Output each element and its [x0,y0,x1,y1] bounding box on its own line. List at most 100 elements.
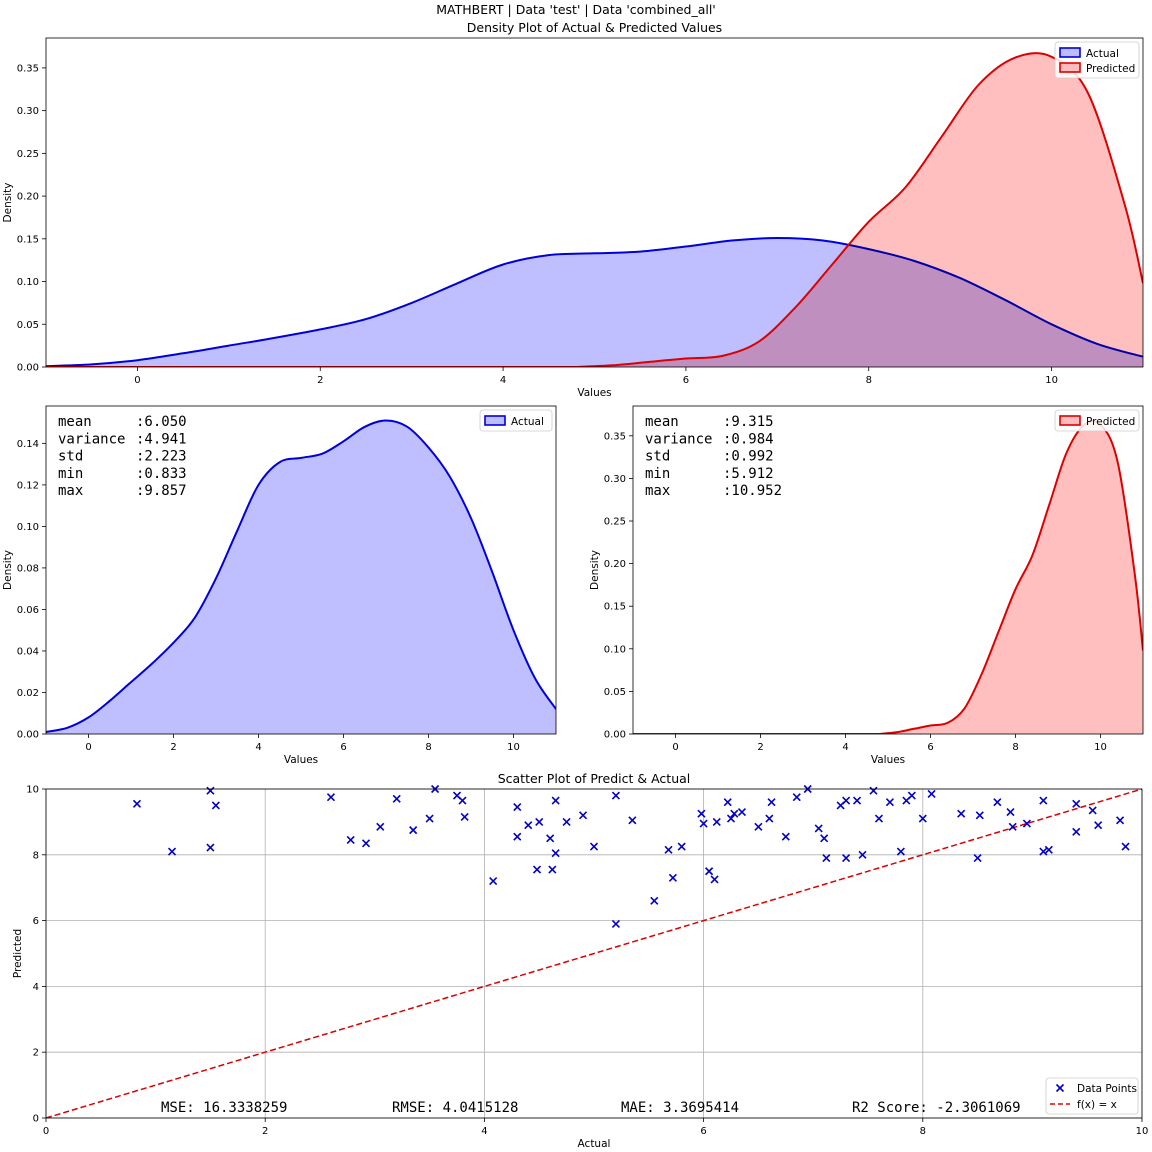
data-point-marker [726,814,736,823]
axes-frame [45,405,557,735]
legend-label-data-points: Data Points [1077,1083,1137,1095]
data-point-marker [376,822,385,831]
data-point-marker [710,875,719,884]
stat-value-mean: :9.315 [723,414,774,430]
stat-value-std: :0.992 [723,449,774,465]
data-point-marker [211,801,220,810]
plot-area [633,420,1143,734]
legend-label-predicted: Predicted [1086,416,1135,428]
x-tick-label: 4 [481,1126,487,1137]
y-tick-label: 0.20 [604,559,626,570]
series-area-predicted [576,53,1143,367]
plot-area [46,52,1143,367]
data-point-marker [907,791,916,800]
data-point-marker [206,786,215,795]
data-point-marker [705,867,714,876]
data-points [132,784,1130,928]
legend-swatch-predicted [1059,62,1081,73]
series-line-predicted [879,420,1143,734]
data-point-marker [425,814,434,823]
y-tick-label: 6 [33,916,39,927]
legend-label-actual: Actual [511,416,544,428]
x-tick-label: 4 [255,742,261,753]
data-point-marker [578,811,588,820]
stat-value-min: :5.912 [723,466,774,482]
data-point-marker [842,854,851,863]
x-tick-label: 6 [927,742,933,753]
data-point-marker [1039,847,1048,856]
y-tick-label: 0.10 [604,644,626,655]
stat-label-std: std [58,449,83,465]
legend-swatch-predicted [1059,415,1081,426]
legend: Predicted [1054,409,1140,432]
data-point-marker [852,796,862,805]
legend-swatch-actual [484,415,506,426]
legend-box [1045,1077,1139,1115]
series-area-predicted [879,421,1143,734]
chart-title: Scatter Plot of Predict & Actual [498,771,691,786]
data-point-marker [668,873,677,882]
data-point-marker [792,793,801,802]
data-point-marker [822,854,831,863]
x-tick-label: 0 [85,742,91,753]
data-point-marker [767,798,776,807]
legend: Actual Predicted [1054,41,1140,79]
data-point-marker [737,807,747,817]
series-line-actual [46,419,556,733]
data-point-marker [611,919,620,928]
figure-suptitle: MATHBERT | Data 'test' | Data 'combined_… [436,2,716,17]
data-point-marker [1022,819,1031,828]
stat-label-min: min [645,466,670,482]
y-tick-label: 0.02 [17,688,39,699]
scatter-plot-predict-actual: 0 2 4 6 8 10 0 2 4 6 8 10 Actual Predicted Scatter Plo… [12,771,1148,1150]
data-point-marker [532,865,542,874]
data-point-marker [562,817,571,826]
y-tick-label: 0.25 [17,149,39,160]
data-point-marker [1088,806,1097,815]
data-point-marker [551,796,560,805]
data-point-marker [361,839,371,848]
x-tick-label: 2 [317,375,323,386]
data-point-marker [1039,796,1048,805]
data-point-marker [820,834,829,843]
y-tick-label: 0.05 [604,687,626,698]
stat-label-variance: variance [645,431,712,447]
data-point-marker [132,799,142,808]
density-plot-actual: 0 2 4 6 8 10 0.00 0.02 0.04 0.06 0.08 0.10 0.12 0.14 V… [2,405,557,766]
stats-block: mean:6.050 variance:4.941 std:2.223 min:0.8… [58,414,187,499]
data-point-marker [697,809,706,818]
metric-text: MAE: 3.3695414 [621,1100,739,1116]
metric-text: R2 Score: -2.3061069 [852,1100,1021,1116]
stat-value-std: :2.223 [136,449,187,465]
data-point-marker [409,826,418,835]
data-point-marker [1094,821,1103,830]
data-point-marker [513,803,522,812]
data-point-marker [206,843,215,852]
data-point-marker [524,821,533,830]
data-point-marker [458,796,467,805]
x-tick-label: 4 [500,375,506,386]
data-point-marker [1121,842,1130,851]
y-tick-label: 0.00 [17,730,39,741]
data-point-marker [677,842,686,851]
x-tick-label: 0 [43,1126,49,1137]
y-tick-label: 0 [33,1114,39,1125]
data-point-marker [957,809,966,818]
x-axis-label: Actual [578,1138,611,1150]
x-tick-label: 2 [262,1126,268,1137]
data-point-marker [167,847,177,856]
stats-block: mean:9.315 variance:0.984 std:0.992 min:5.9… [645,414,782,499]
x-tick-label: 8 [425,742,431,753]
y-tick-label: 0.35 [17,63,39,74]
x-tick-label: 8 [1012,742,1018,753]
y-tick-label: 0.10 [17,522,39,533]
x-tick-label: 6 [700,1126,706,1137]
density-plot-combined: 0 2 4 6 8 10 0.00 0.05 0.10 0.15 0.20 0.25 0.30 0.35 V… [2,20,1144,399]
x-axis-label: Values [284,754,318,766]
axes-frame [45,788,1143,1119]
data-point-marker [918,814,927,823]
data-point-marker [973,854,982,863]
y-tick-label: 0.06 [17,605,39,616]
y-axis-label: Density [2,550,14,590]
